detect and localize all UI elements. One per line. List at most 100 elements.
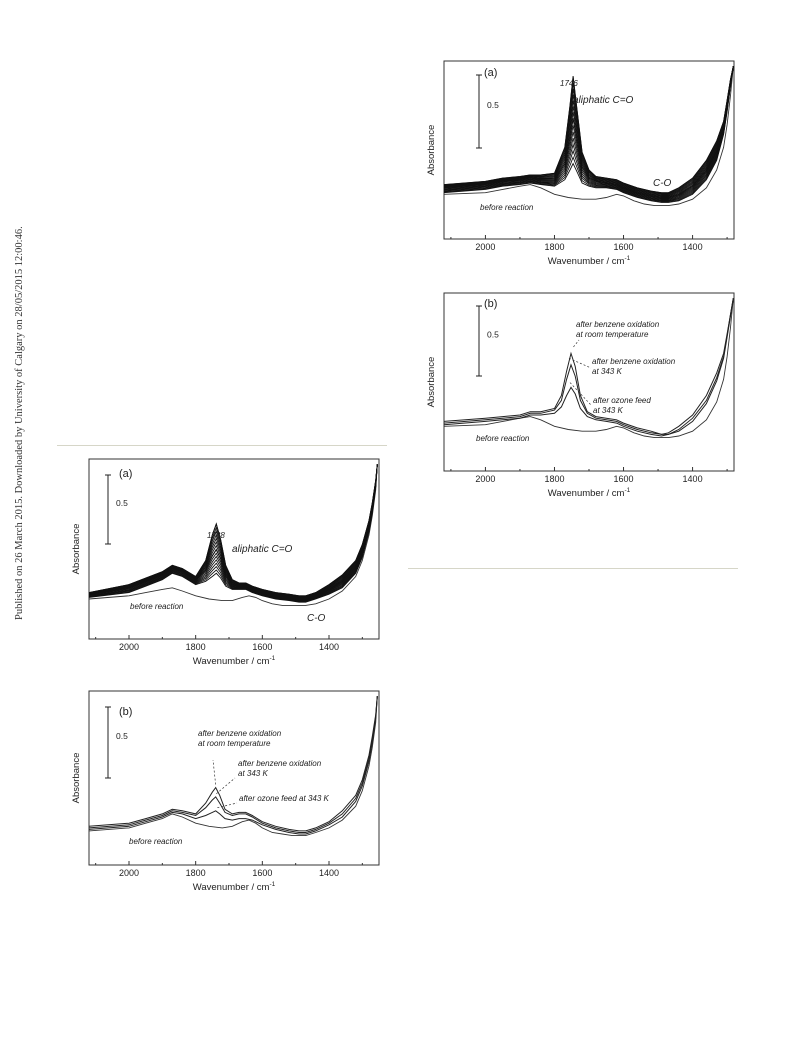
spectrum-line	[89, 464, 378, 602]
spectrum-line	[444, 66, 734, 203]
peak-label: 1746	[560, 79, 578, 88]
before-reaction-line	[89, 696, 378, 837]
x-axis-label: Wavenumber / cm-1	[548, 255, 631, 267]
series-label: at 343 K	[238, 769, 268, 778]
series-label: at room temperature	[198, 739, 271, 748]
series-leader-line	[568, 357, 592, 369]
spectrum-line	[89, 464, 378, 603]
x-tick-label: 1800	[544, 474, 564, 484]
plot-frame	[88, 458, 380, 640]
x-tick-label: 1800	[186, 642, 206, 652]
figure-right-a: 2000 1800 1600 1400 Wavenumber / cm-1 Absorba…	[408, 58, 740, 280]
x-tick-label: 1400	[319, 868, 339, 878]
carbonyl-label: aliphatic C=O	[232, 544, 293, 555]
x-tick-label: 1600	[252, 642, 272, 652]
x-tick-label: 1600	[614, 474, 634, 484]
series-leader-line	[217, 802, 238, 809]
side-note-text: Published on 26 March 2015. Downloaded b…	[14, 226, 25, 620]
before-reaction-line	[89, 464, 378, 606]
spectrum-line	[444, 298, 734, 435]
spectrum-line	[89, 696, 378, 835]
spectrum-line	[444, 66, 734, 198]
x-tick-label: 1600	[252, 868, 272, 878]
spectrum-line	[444, 66, 734, 196]
traces	[89, 696, 378, 837]
x-tick-label: 1400	[683, 242, 703, 252]
figure-left-b: 2000 1800 1600 1400 Wavenumber / cm-1 Absorba…	[57, 688, 387, 906]
y-axis-label: Absorbance	[426, 357, 437, 408]
spectrum-line	[89, 464, 378, 597]
spectrum-line	[89, 464, 378, 600]
series-leader-line	[573, 339, 580, 348]
series-label: after benzene oxidation	[238, 759, 322, 768]
divider	[408, 568, 738, 569]
x-tick-label: 1600	[614, 242, 634, 252]
peak-label: 1738	[207, 531, 225, 540]
panel-label: (a)	[119, 468, 132, 480]
scale-bar-label: 0.5	[487, 100, 499, 110]
spectrum-chart: 2000 1800 1600 1400 Wavenumber / cm-1 Absorba…	[426, 292, 735, 499]
spectrum-line	[444, 298, 734, 437]
traces	[444, 66, 734, 207]
x-tick-label: 2000	[475, 474, 495, 484]
series-label: after ozone feed	[593, 396, 651, 405]
y-axis-label: Absorbance	[71, 753, 82, 804]
before-reaction-label: before reaction	[130, 602, 184, 611]
spectrum-line	[444, 66, 734, 199]
spectrum-chart: 2000 1800 1600 1400 Wavenumber / cm-1 Absorba…	[71, 690, 380, 893]
co-label: C-O	[307, 613, 326, 624]
plot-frame	[88, 690, 380, 866]
scale-bar-label: 0.5	[487, 330, 499, 340]
x-tick-label: 1400	[683, 474, 703, 484]
y-axis-label: Absorbance	[71, 524, 82, 575]
spectrum-line	[444, 66, 734, 196]
spectrum-line	[444, 66, 734, 198]
x-tick-label: 1400	[319, 642, 339, 652]
scale-bar-label: 0.5	[116, 731, 128, 741]
x-axis-label: Wavenumber / cm-1	[193, 881, 276, 893]
scale-bar-label: 0.5	[116, 498, 128, 508]
series-label: after benzene oxidation	[198, 729, 282, 738]
x-axis-label: Wavenumber / cm-1	[193, 655, 276, 667]
spectrum-line	[89, 696, 378, 832]
before-reaction-line	[444, 66, 734, 207]
x-tick-label: 2000	[475, 242, 495, 252]
carbonyl-label: aliphatic C=O	[573, 95, 634, 106]
spectrum-line	[444, 66, 734, 197]
side-note: Published on 26 March 2015. Downloaded b…	[0, 0, 40, 1039]
x-tick-label: 1800	[186, 868, 206, 878]
before-reaction-label: before reaction	[476, 434, 530, 443]
panel-label: (a)	[484, 67, 497, 79]
traces	[444, 298, 734, 439]
series-label: at room temperature	[576, 330, 649, 339]
spectrum-line	[444, 66, 734, 203]
y-axis-label: Absorbance	[426, 125, 437, 176]
spectrum-line	[444, 66, 734, 201]
series-label: after ozone feed at 343 K	[239, 794, 330, 803]
x-axis-label: Wavenumber / cm-1	[548, 487, 631, 499]
spectrum-line	[444, 66, 734, 202]
panel-label: (b)	[119, 706, 132, 718]
series-leader-line	[569, 382, 592, 406]
series-label: after benzene oxidation	[576, 320, 660, 329]
spectrum-line	[444, 66, 734, 194]
series-label: at 343 K	[593, 406, 623, 415]
series-label: at 343 K	[592, 367, 622, 376]
before-reaction-label: before reaction	[129, 837, 183, 846]
series-label: after benzene oxidation	[592, 357, 676, 366]
panel-label: (b)	[484, 298, 497, 310]
series-leader-line	[212, 759, 217, 785]
before-reaction-line	[444, 298, 734, 439]
x-tick-label: 1800	[544, 242, 564, 252]
spectrum-line	[444, 66, 734, 194]
x-tick-label: 2000	[119, 642, 139, 652]
x-tick-label: 2000	[119, 868, 139, 878]
spectrum-line	[444, 298, 734, 435]
spectrum-chart: 2000 1800 1600 1400 Wavenumber / cm-1 Absorba…	[71, 458, 380, 667]
figure-right-b: 2000 1800 1600 1400 Wavenumber / cm-1 Absorba…	[408, 290, 740, 512]
plot-frame	[443, 292, 735, 472]
plot-frame	[443, 60, 735, 240]
co-label: C-O	[653, 178, 672, 189]
traces	[89, 464, 378, 606]
spectrum-line	[89, 696, 378, 833]
